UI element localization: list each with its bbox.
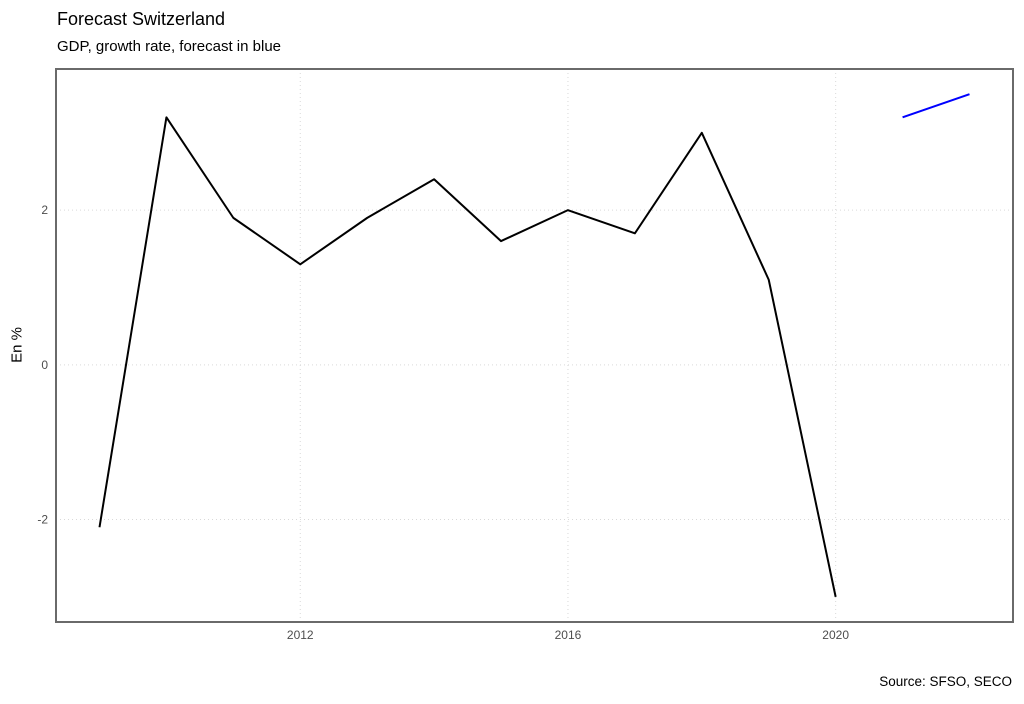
chart-title: Forecast Switzerland	[57, 9, 226, 29]
source-caption: Source: SFSO, SECO	[879, 674, 1012, 689]
x-tick-label: 2012	[287, 628, 314, 642]
x-tick-label: 2020	[822, 628, 849, 642]
y-tick-label: 2	[41, 203, 48, 217]
y-tick-label: 0	[41, 358, 48, 372]
series-line-gdp-growth-actual	[98, 116, 837, 598]
series-line-gdp-growth-forecast	[902, 93, 970, 119]
panel-border	[55, 68, 1014, 623]
y-tick-label: -2	[37, 513, 48, 527]
chart-subtitle: GDP, growth rate, forecast in blue	[57, 38, 282, 55]
x-tick-label: 2016	[555, 628, 582, 642]
